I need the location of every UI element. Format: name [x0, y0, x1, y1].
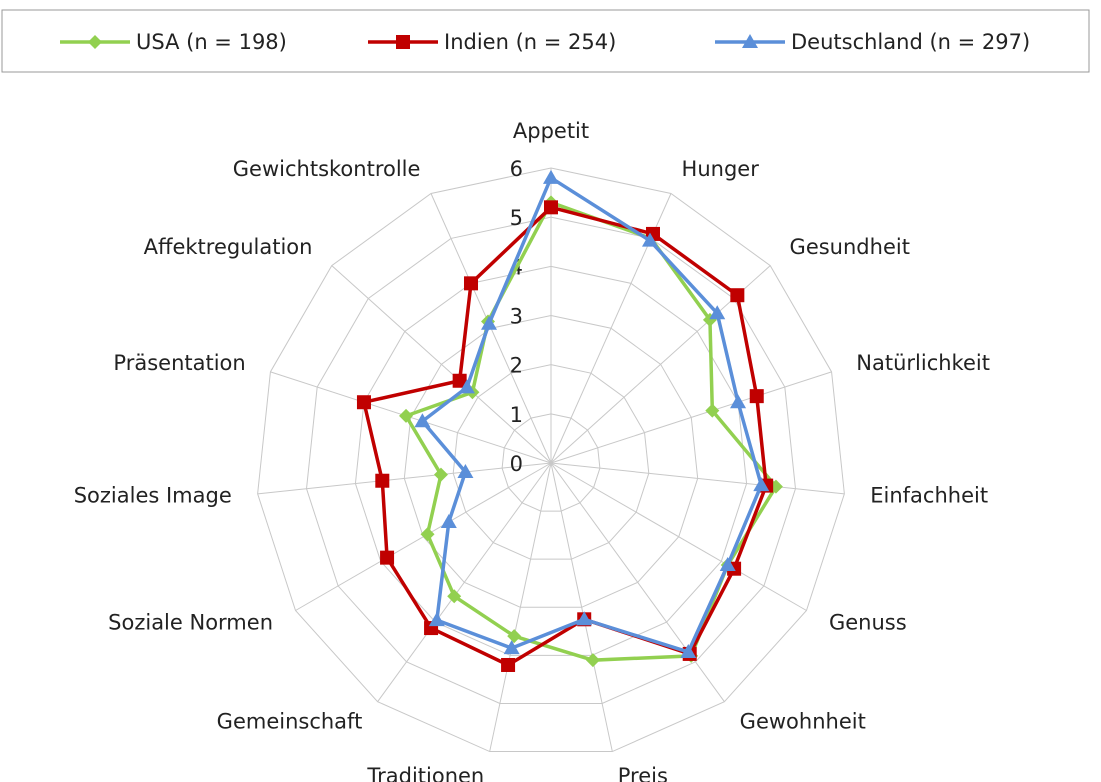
- category-label: Präsentation: [113, 351, 245, 375]
- marker: [447, 589, 462, 604]
- marker: [458, 379, 475, 394]
- grid-ring: [257, 167, 845, 753]
- marker: [641, 232, 658, 247]
- grid-ring: [306, 216, 796, 704]
- marker: [507, 629, 522, 644]
- tick-label: 1: [510, 403, 523, 427]
- marker: [433, 467, 448, 482]
- marker: [585, 653, 600, 668]
- category-label: Soziales Image: [74, 484, 232, 508]
- category-label: Gewichtskontrolle: [233, 157, 421, 181]
- category-label: Genuss: [829, 611, 907, 635]
- grid-ring: [403, 314, 699, 608]
- legend-label: Deutschland (n = 297): [791, 30, 1030, 54]
- marker: [420, 527, 435, 542]
- spoke: [331, 265, 552, 464]
- legend-label: Indien (n = 254): [444, 30, 616, 54]
- spoke: [550, 462, 807, 611]
- marker: [719, 557, 736, 572]
- marker: [705, 403, 720, 418]
- marker: [428, 612, 445, 627]
- spoke: [489, 462, 552, 752]
- marker: [457, 463, 474, 478]
- tick-label: 2: [510, 354, 523, 378]
- marker: [440, 514, 457, 528]
- marker: [543, 169, 559, 184]
- marker: [356, 395, 371, 410]
- marker: [396, 35, 410, 49]
- marker: [730, 288, 745, 303]
- legend-box: [1, 9, 1090, 73]
- legend-label: USA (n = 198): [136, 30, 287, 54]
- spoke: [550, 371, 832, 464]
- category-label: Appetit: [513, 119, 589, 143]
- marker: [753, 477, 770, 492]
- marker: [501, 657, 516, 672]
- marker: [680, 643, 697, 658]
- marker: [503, 640, 520, 655]
- marker: [414, 413, 431, 428]
- series-line: [403, 200, 779, 662]
- spoke: [550, 462, 845, 495]
- category-label: Hunger: [682, 157, 760, 181]
- tick-label: 6: [510, 157, 523, 181]
- category-label: Soziale Normen: [108, 611, 273, 635]
- grid-ring: [452, 364, 650, 560]
- category-label: Gemeinschaft: [217, 710, 363, 734]
- spoke: [377, 462, 552, 702]
- tick-label: 0: [510, 452, 523, 476]
- marker: [742, 34, 758, 48]
- category-label: Gesundheit: [790, 235, 910, 259]
- category-label: Traditionen: [366, 764, 484, 782]
- marker: [464, 276, 479, 291]
- category-label: Natürlichkeit: [856, 351, 990, 375]
- series-line: [361, 205, 768, 667]
- spoke: [550, 462, 613, 752]
- grid-ring: [354, 265, 748, 656]
- marker: [576, 611, 593, 626]
- tick-label: 5: [510, 206, 523, 230]
- series-line: [419, 175, 764, 655]
- category-label: Gewohnheit: [740, 710, 866, 734]
- grid-ring: [501, 413, 601, 512]
- marker: [709, 305, 726, 320]
- spoke: [257, 462, 552, 495]
- marker: [452, 373, 467, 388]
- marker: [88, 35, 102, 49]
- tick-label: 3: [510, 305, 523, 329]
- marker: [380, 550, 395, 565]
- category-label: Einfachheit: [870, 484, 988, 508]
- marker: [375, 473, 390, 488]
- marker: [399, 408, 414, 423]
- spoke: [550, 462, 725, 702]
- category-label: Affektregulation: [144, 235, 313, 259]
- category-label: Preis: [618, 764, 668, 782]
- marker: [481, 315, 498, 330]
- marker: [730, 394, 747, 409]
- marker: [749, 389, 764, 404]
- marker: [544, 200, 558, 215]
